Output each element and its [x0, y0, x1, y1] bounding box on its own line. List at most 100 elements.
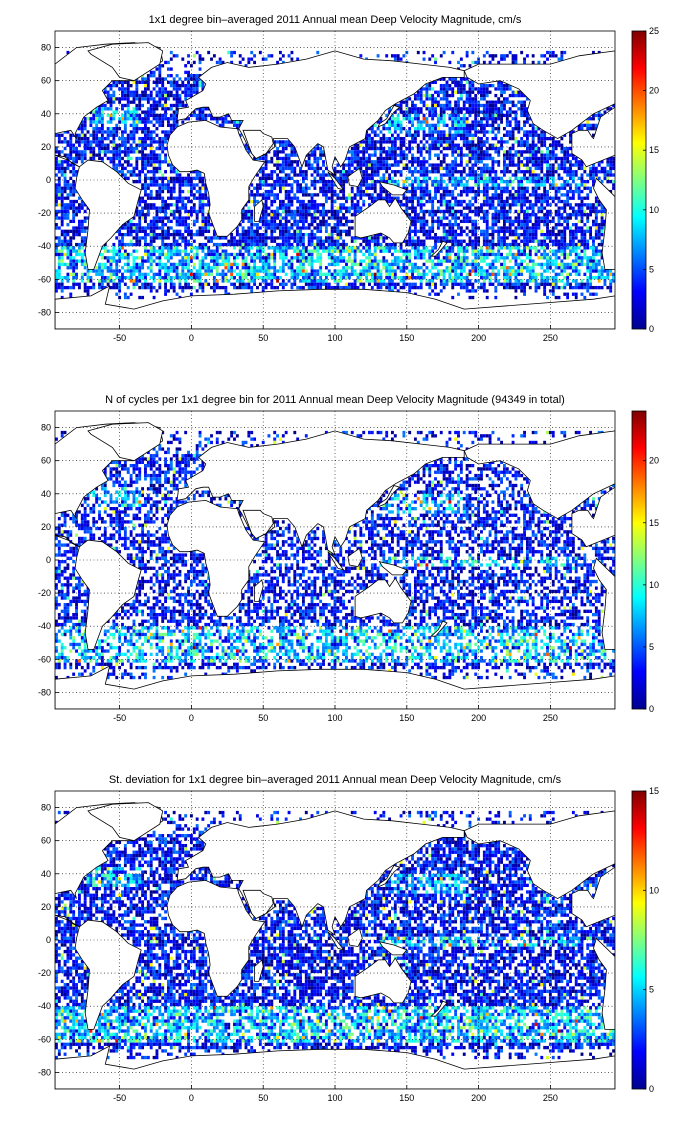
data-bin [187, 242, 190, 247]
data-bin [195, 276, 199, 280]
data-bin [270, 256, 274, 260]
data-bin [434, 130, 437, 134]
data-bin [126, 223, 130, 227]
data-bin [129, 136, 133, 141]
data-bin [123, 226, 127, 230]
data-bin [431, 166, 435, 171]
data-bin [284, 219, 288, 224]
data-bin [434, 246, 437, 250]
data-bin [339, 276, 343, 280]
data-bin [77, 285, 81, 290]
data-bin [267, 150, 271, 154]
data-bin [373, 282, 377, 286]
data-bin [324, 266, 328, 270]
data-bin [281, 170, 285, 174]
data-bin [75, 153, 78, 157]
data-bin [100, 117, 104, 121]
data-bin [83, 156, 87, 161]
data-bin [167, 97, 170, 101]
data-bin [273, 252, 277, 257]
data-bin [181, 176, 185, 180]
data-bin [149, 136, 153, 141]
data-bin [408, 140, 412, 144]
data-bin [402, 282, 406, 286]
data-bin [267, 256, 271, 260]
data-bin [172, 282, 176, 286]
data-bin [149, 107, 153, 111]
data-bin [459, 77, 463, 81]
data-bin [434, 180, 437, 184]
data-bin [264, 213, 268, 217]
data-bin [319, 252, 323, 257]
data-bin [256, 183, 259, 187]
data-bin [347, 272, 351, 277]
data-bin [485, 113, 489, 118]
data-bin [57, 269, 61, 273]
data-bin [439, 103, 443, 108]
data-bin [413, 256, 417, 260]
data-bin [425, 146, 429, 151]
data-bin [198, 259, 202, 263]
data-bin [413, 117, 417, 121]
data-bin [210, 113, 213, 118]
data-bin [141, 127, 145, 131]
data-bin [454, 176, 458, 180]
data-bin [172, 242, 176, 247]
data-bin [57, 166, 61, 171]
data-bin [164, 176, 167, 180]
data-bin [448, 93, 452, 98]
data-bin [215, 279, 219, 283]
data-bin [304, 219, 308, 224]
data-bin [184, 252, 188, 257]
data-bin [241, 229, 245, 233]
data-bin [399, 140, 403, 144]
data-bin [370, 166, 374, 171]
data-bin [431, 206, 435, 210]
data-bin [399, 146, 403, 151]
data-bin [172, 203, 176, 207]
data-bin [141, 143, 145, 147]
data-bin [149, 232, 153, 237]
data-bin [158, 146, 162, 151]
data-bin [468, 80, 472, 84]
data-bin [270, 183, 274, 187]
data-bin [244, 146, 248, 151]
data-bin [310, 199, 314, 204]
data-bin [419, 87, 423, 91]
data-bin [462, 189, 466, 194]
data-bin [301, 236, 305, 240]
data-bin [100, 246, 104, 250]
data-bin [439, 262, 443, 267]
data-bin [431, 100, 435, 104]
data-bin [175, 216, 179, 220]
data-bin [109, 103, 113, 108]
data-bin [284, 232, 288, 237]
data-bin [408, 160, 412, 164]
data-bin [158, 153, 162, 157]
data-bin [356, 285, 360, 290]
data-bin [434, 60, 437, 65]
data-bin [273, 285, 277, 290]
data-bin [164, 276, 167, 280]
data-bin [212, 229, 216, 233]
data-bin [428, 156, 432, 161]
data-bin [83, 229, 87, 233]
data-bin [482, 83, 486, 88]
data-bin [155, 100, 159, 104]
data-bin [270, 276, 274, 280]
data-bin [431, 282, 435, 286]
data-bin [270, 160, 274, 164]
data-bin [132, 166, 136, 171]
data-bin [436, 103, 440, 108]
data-bin [419, 239, 423, 243]
data-bin [270, 232, 274, 237]
data-bin [132, 216, 136, 220]
data-bin [402, 183, 406, 187]
data-bin [172, 183, 176, 187]
data-bin [347, 266, 351, 270]
data-bin [454, 100, 458, 104]
data-bin [175, 219, 179, 224]
data-bin [55, 252, 58, 257]
data-bin [138, 239, 142, 243]
data-bin [138, 256, 142, 260]
